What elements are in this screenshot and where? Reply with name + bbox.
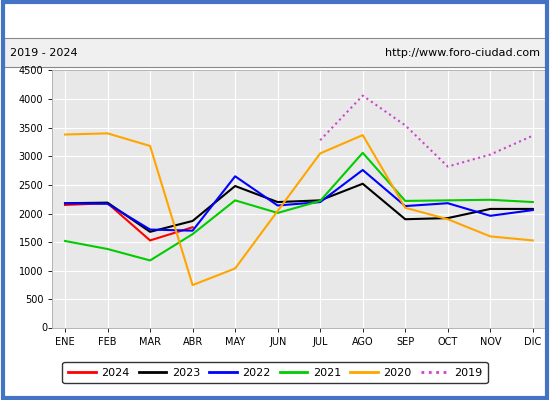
Text: 2019 - 2024: 2019 - 2024 — [10, 48, 78, 58]
Legend: 2024, 2023, 2022, 2021, 2020, 2019: 2024, 2023, 2022, 2021, 2020, 2019 — [62, 362, 488, 383]
Text: 0: 0 — [41, 323, 47, 333]
Text: Evolucion Nº Turistas Nacionales en el municipio de Pedro Muñoz: Evolucion Nº Turistas Nacionales en el m… — [46, 14, 504, 27]
Text: http://www.foro-ciudad.com: http://www.foro-ciudad.com — [385, 48, 540, 58]
